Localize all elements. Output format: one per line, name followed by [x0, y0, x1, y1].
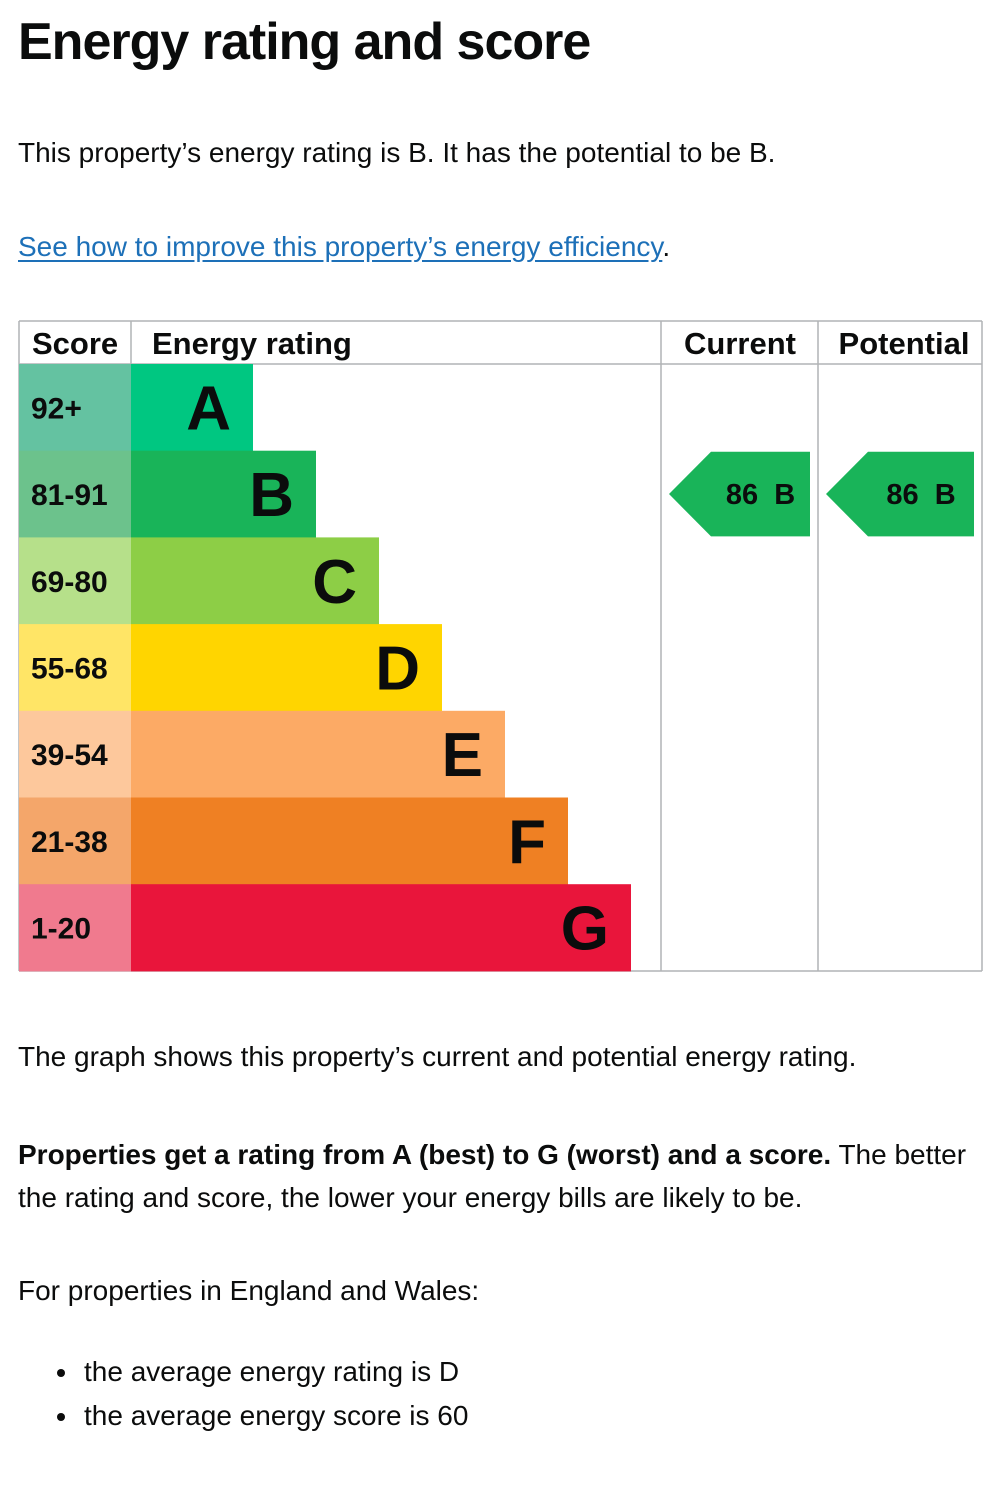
intro-text: This property’s energy rating is B. It h…: [18, 137, 776, 168]
score-cell-d: [19, 624, 131, 712]
band-letter-f: F: [508, 808, 546, 877]
rating-bar-f: [131, 797, 568, 885]
score-cell-b: [19, 450, 131, 538]
improve-link-line: See how to improve this property’s energ…: [18, 228, 670, 266]
score-cell-c: [19, 537, 131, 625]
band-letter-b: B: [249, 461, 294, 530]
average-rating-item: the average energy rating is D: [80, 1350, 468, 1394]
potential-rating-label: 86 B: [886, 479, 955, 511]
improve-efficiency-link[interactable]: See how to improve this property’s energ…: [18, 231, 663, 262]
rating-bar-g: [131, 884, 631, 972]
rating-bar-b: [131, 450, 316, 538]
rating-bar-d: [131, 624, 442, 712]
score-label-e: 39-54: [31, 739, 108, 772]
band-letter-a: A: [186, 374, 231, 443]
score-cell-f: [19, 797, 131, 885]
average-score-item: the average energy score is 60: [80, 1394, 468, 1438]
band-letter-e: E: [442, 721, 483, 790]
link-suffix: .: [662, 231, 671, 262]
page-title: Energy rating and score: [18, 13, 591, 71]
score-label-g: 1-20: [31, 913, 91, 946]
score-cell-a: [19, 364, 131, 452]
ratings-rest-text: The better the rating and score, the low…: [18, 1139, 967, 1213]
score-label-d: 55-68: [31, 652, 108, 685]
energy-rating-chart: Score Energy rating Current Potential 92…: [18, 320, 983, 972]
header-score: Score: [32, 326, 118, 361]
header-energy-rating: Energy rating: [152, 326, 352, 361]
rating-bar-a: [131, 364, 253, 452]
ratings-bold-text: Properties get a rating from A (best) to…: [18, 1139, 832, 1170]
rating-bands: 92+ A 81-91 B 69-80 C 55-68 D 39-54 E 21-38 F 1-20 G: [19, 364, 631, 972]
band-letter-d: D: [375, 634, 420, 703]
rating-arrows: 86 B 86 B: [669, 451, 974, 537]
score-label-f: 21-38: [31, 826, 108, 859]
averages-list: the average energy rating is D the avera…: [30, 1350, 468, 1438]
header-potential: Potential: [839, 326, 970, 361]
header-current: Current: [684, 326, 796, 361]
band-letter-g: G: [561, 895, 609, 964]
score-label-c: 69-80: [31, 566, 108, 599]
england-wales-text: For properties in England and Wales:: [18, 1275, 480, 1306]
potential-arrow: [826, 451, 974, 537]
graph-description: The graph shows this property’s current …: [18, 1041, 857, 1072]
ratings-explanation: Properties get a rating from A (best) to…: [18, 1133, 983, 1219]
rating-bar-e: [131, 710, 505, 798]
rating-bar-c: [131, 537, 379, 625]
current-rating-label: 86 B: [726, 479, 795, 511]
score-label-b: 81-91: [31, 479, 108, 512]
band-letter-c: C: [312, 548, 357, 617]
score-cell-e: [19, 710, 131, 798]
score-cell-g: [19, 884, 131, 972]
score-label-a: 92+: [31, 392, 82, 425]
current-arrow: [669, 451, 810, 537]
